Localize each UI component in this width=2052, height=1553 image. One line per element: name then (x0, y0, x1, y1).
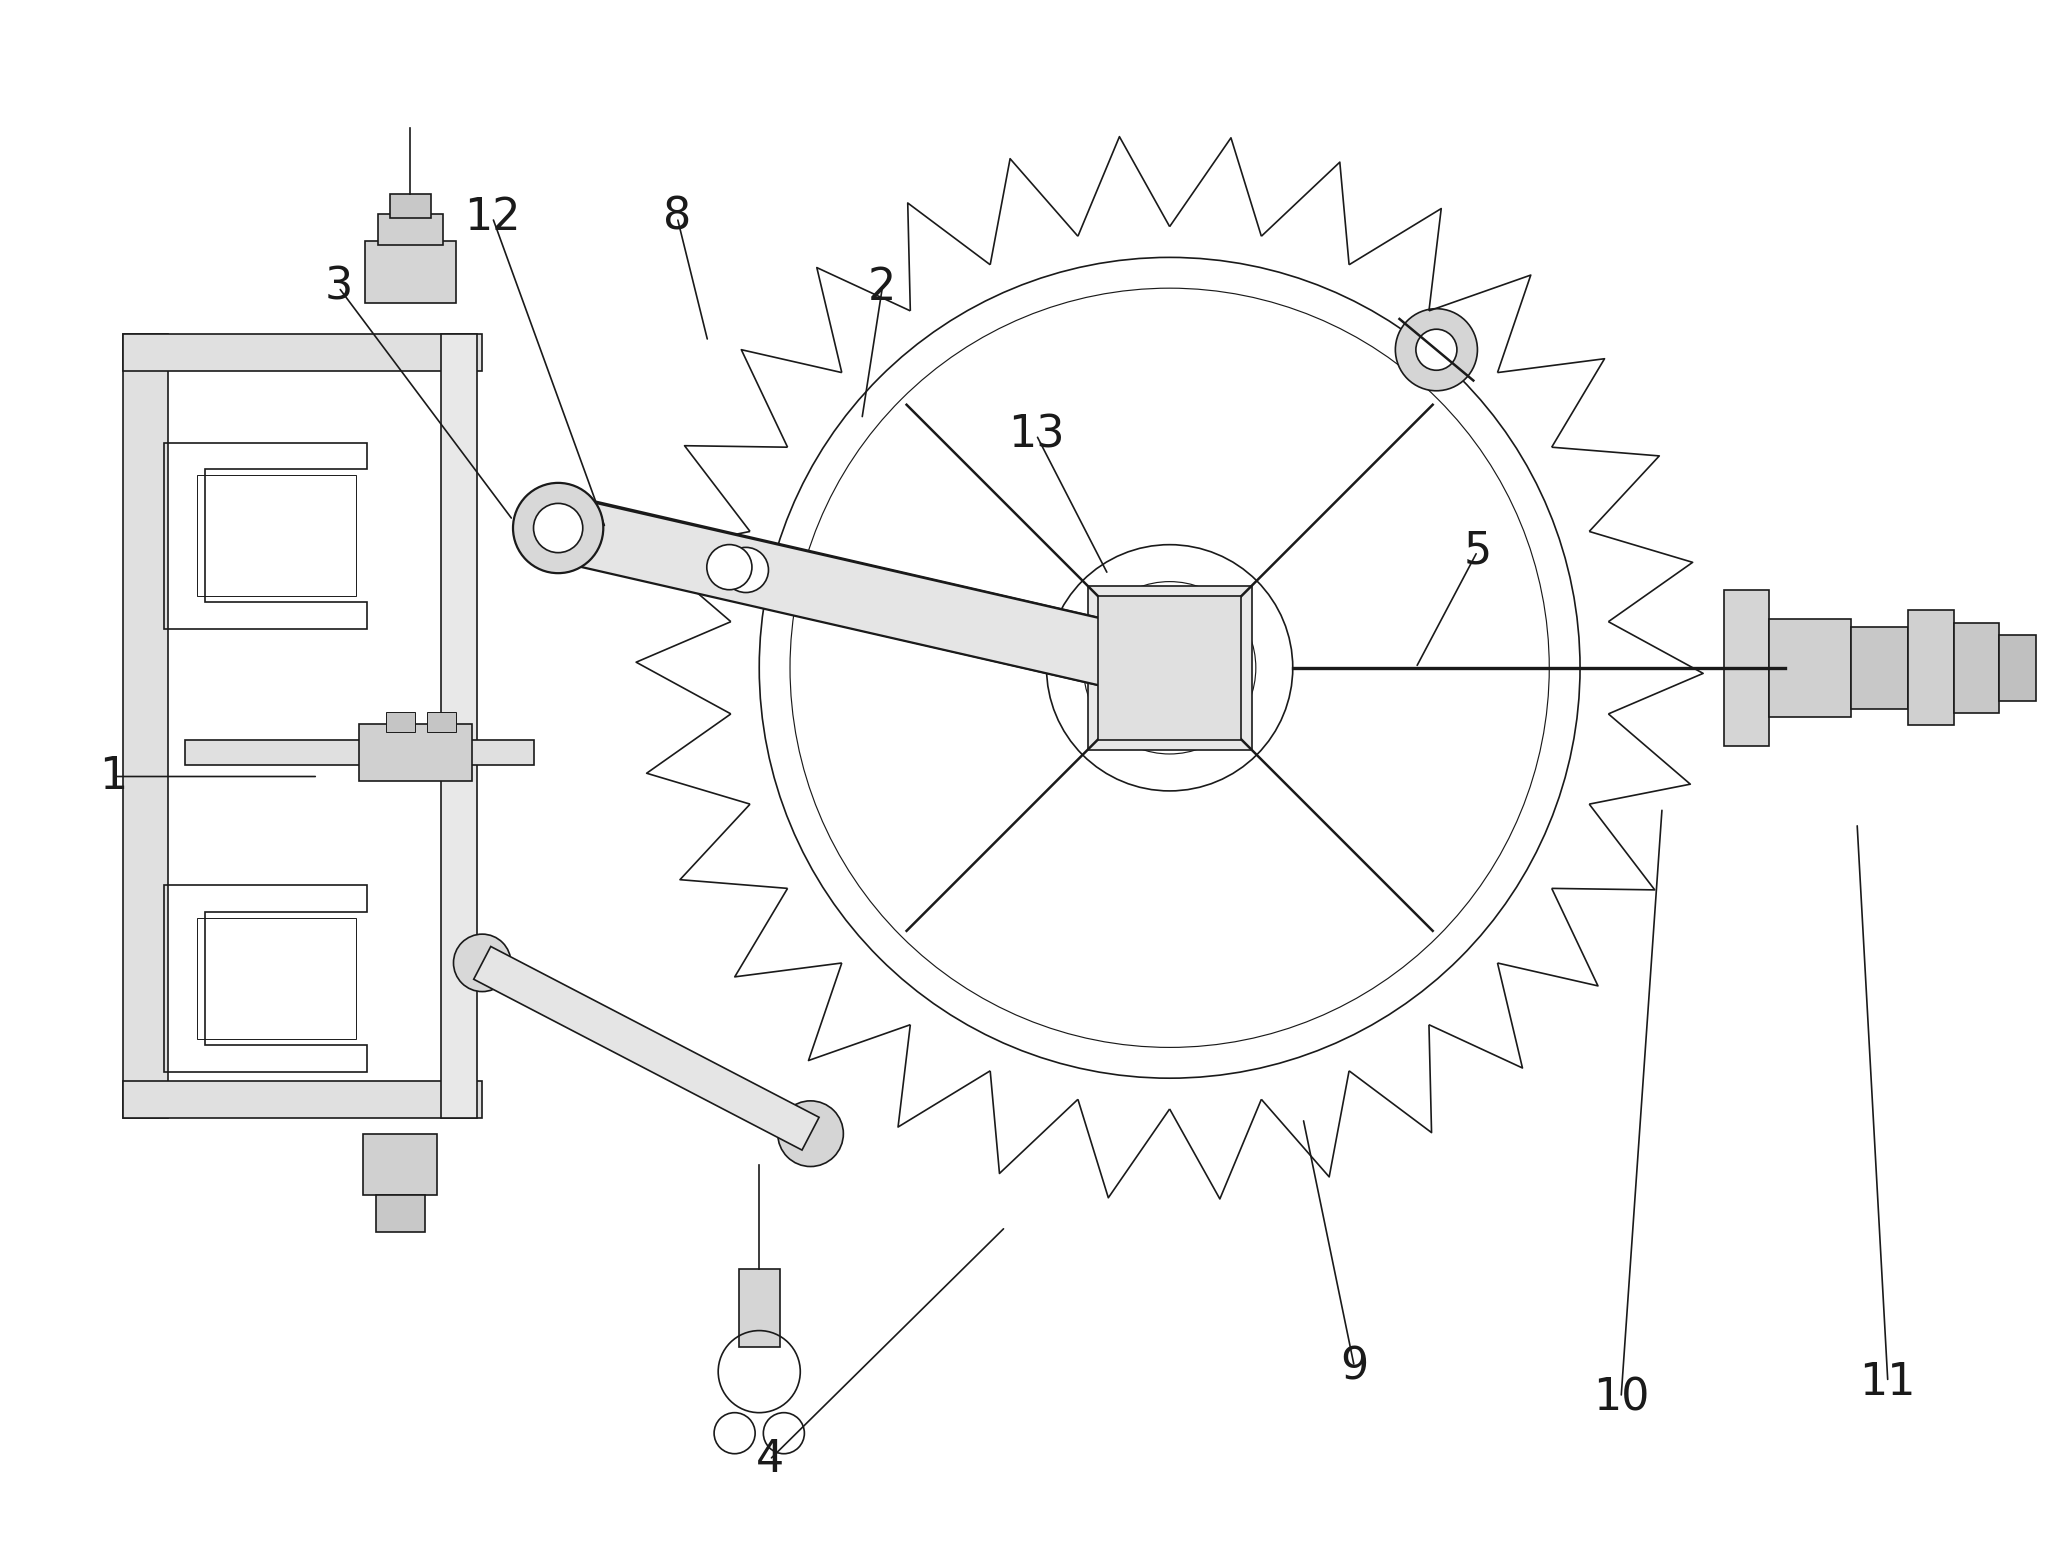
Bar (1724, 590, 1769, 745)
Text: 9: 9 (1340, 1345, 1369, 1388)
Text: 10: 10 (1592, 1376, 1650, 1419)
Bar (390, 194, 431, 219)
Circle shape (534, 503, 583, 553)
Circle shape (513, 483, 603, 573)
Bar (378, 214, 443, 245)
Bar (441, 334, 478, 1118)
Bar (363, 1134, 437, 1196)
Bar (123, 334, 482, 371)
Polygon shape (556, 495, 1178, 700)
Bar (1954, 623, 1999, 713)
Bar (739, 1269, 780, 1346)
Circle shape (1395, 309, 1477, 391)
Polygon shape (550, 495, 1178, 700)
Bar (359, 724, 472, 781)
Text: 11: 11 (1859, 1360, 1917, 1404)
Polygon shape (1088, 585, 1252, 750)
Bar (376, 1196, 425, 1232)
Text: 12: 12 (464, 196, 521, 239)
Bar (123, 1081, 482, 1118)
Bar (1851, 627, 1908, 708)
Text: 13: 13 (1008, 413, 1065, 457)
Bar (1769, 618, 1851, 717)
Bar (386, 711, 415, 733)
Text: 2: 2 (868, 266, 897, 309)
Circle shape (1416, 329, 1457, 370)
Text: 1: 1 (98, 755, 127, 798)
Circle shape (706, 545, 751, 590)
Bar (1999, 635, 2036, 700)
Text: 8: 8 (663, 196, 692, 239)
Circle shape (453, 935, 511, 991)
Bar (123, 334, 168, 1118)
Bar (365, 241, 456, 303)
Polygon shape (1098, 596, 1241, 739)
Circle shape (1137, 635, 1202, 700)
Polygon shape (474, 946, 819, 1151)
Bar (427, 711, 456, 733)
Circle shape (778, 1101, 843, 1166)
Bar (1908, 610, 1954, 725)
Bar (185, 741, 534, 766)
Circle shape (722, 547, 767, 593)
Text: 5: 5 (1463, 530, 1492, 573)
Text: 3: 3 (324, 266, 353, 309)
Text: 4: 4 (755, 1438, 784, 1482)
